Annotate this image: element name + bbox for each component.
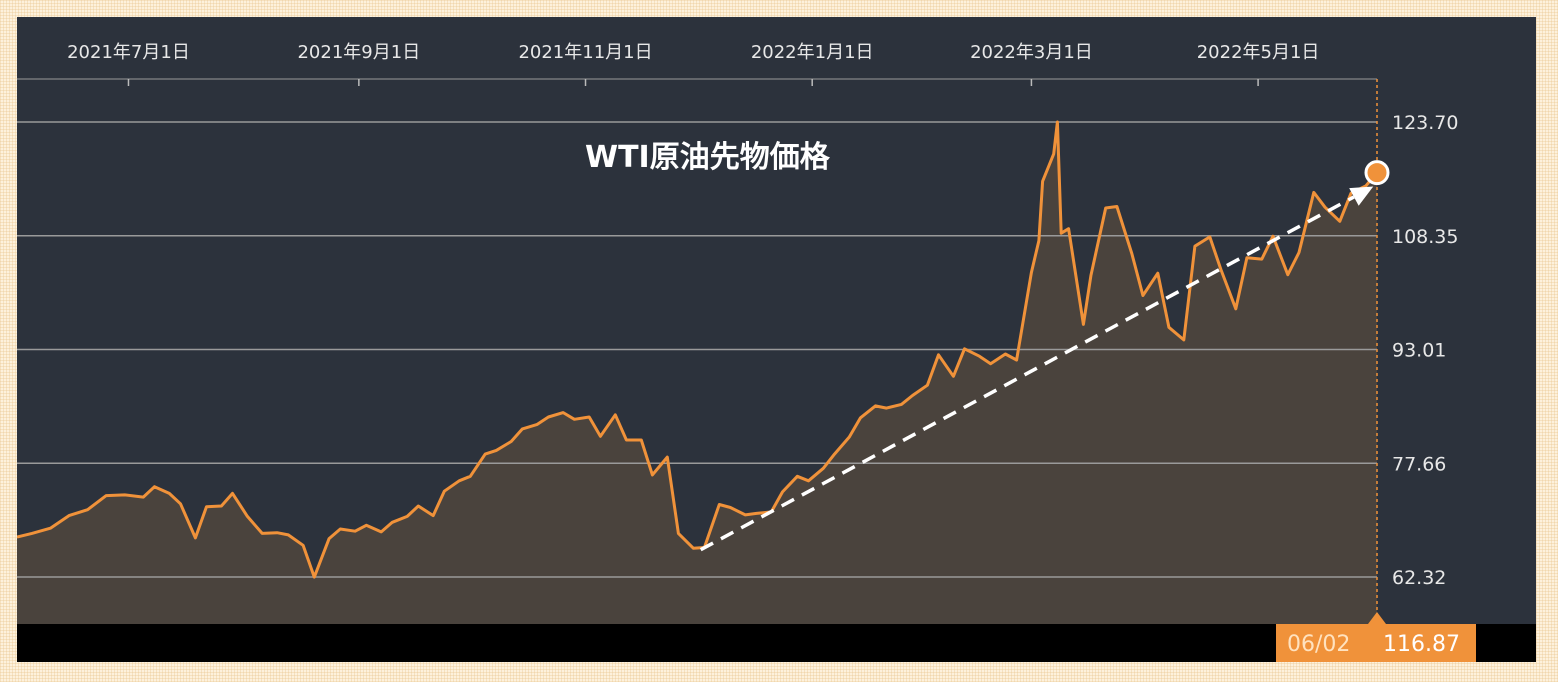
readout-pointer	[1368, 612, 1386, 624]
x-axis-ticks: 2021年7月1日 2021年9月1日 2021年11月1日 2022年1月1日 202…	[67, 42, 1319, 86]
y-tick-label: 62.32	[1392, 567, 1446, 589]
trend-arrow	[699, 186, 1374, 552]
y-tick-label: 93.01	[1392, 340, 1446, 362]
x-tick-label: 2022年3月1日	[970, 42, 1093, 63]
x-tick-label: 2022年1月1日	[751, 42, 874, 63]
oil-price-chart: 2021年7月1日 2021年9月1日 2021年11月1日 2022年1月1日 202…	[17, 17, 1536, 662]
readout-value: 116.87	[1383, 632, 1460, 657]
y-tick-label: 108.35	[1392, 226, 1458, 248]
readout-date: 06/02	[1287, 632, 1350, 657]
last-price-dot	[1364, 160, 1390, 186]
x-tick-label: 2022年5月1日	[1197, 42, 1320, 63]
y-tick-label: 123.70	[1392, 112, 1458, 134]
chart-svg: 2021年7月1日 2021年9月1日 2021年11月1日 2022年1月1日 202…	[17, 17, 1536, 662]
trend-arrow-head	[1349, 186, 1374, 206]
y-tick-label: 77.66	[1392, 453, 1446, 475]
x-tick-label: 2021年9月1日	[297, 42, 420, 63]
y-axis-ticks: 123.70 108.35 93.01 77.66 62.32	[1392, 112, 1458, 589]
readout-box	[1276, 624, 1476, 662]
x-tick-label: 2021年11月1日	[518, 42, 652, 63]
price-line	[17, 120, 1379, 579]
trend-arrow-shaft	[699, 195, 1355, 552]
chart-title: WTI原油先物価格	[585, 140, 831, 175]
gridlines-over-area	[17, 121, 1377, 578]
x-tick-label: 2021年7月1日	[67, 42, 190, 63]
price-area	[17, 122, 1377, 624]
